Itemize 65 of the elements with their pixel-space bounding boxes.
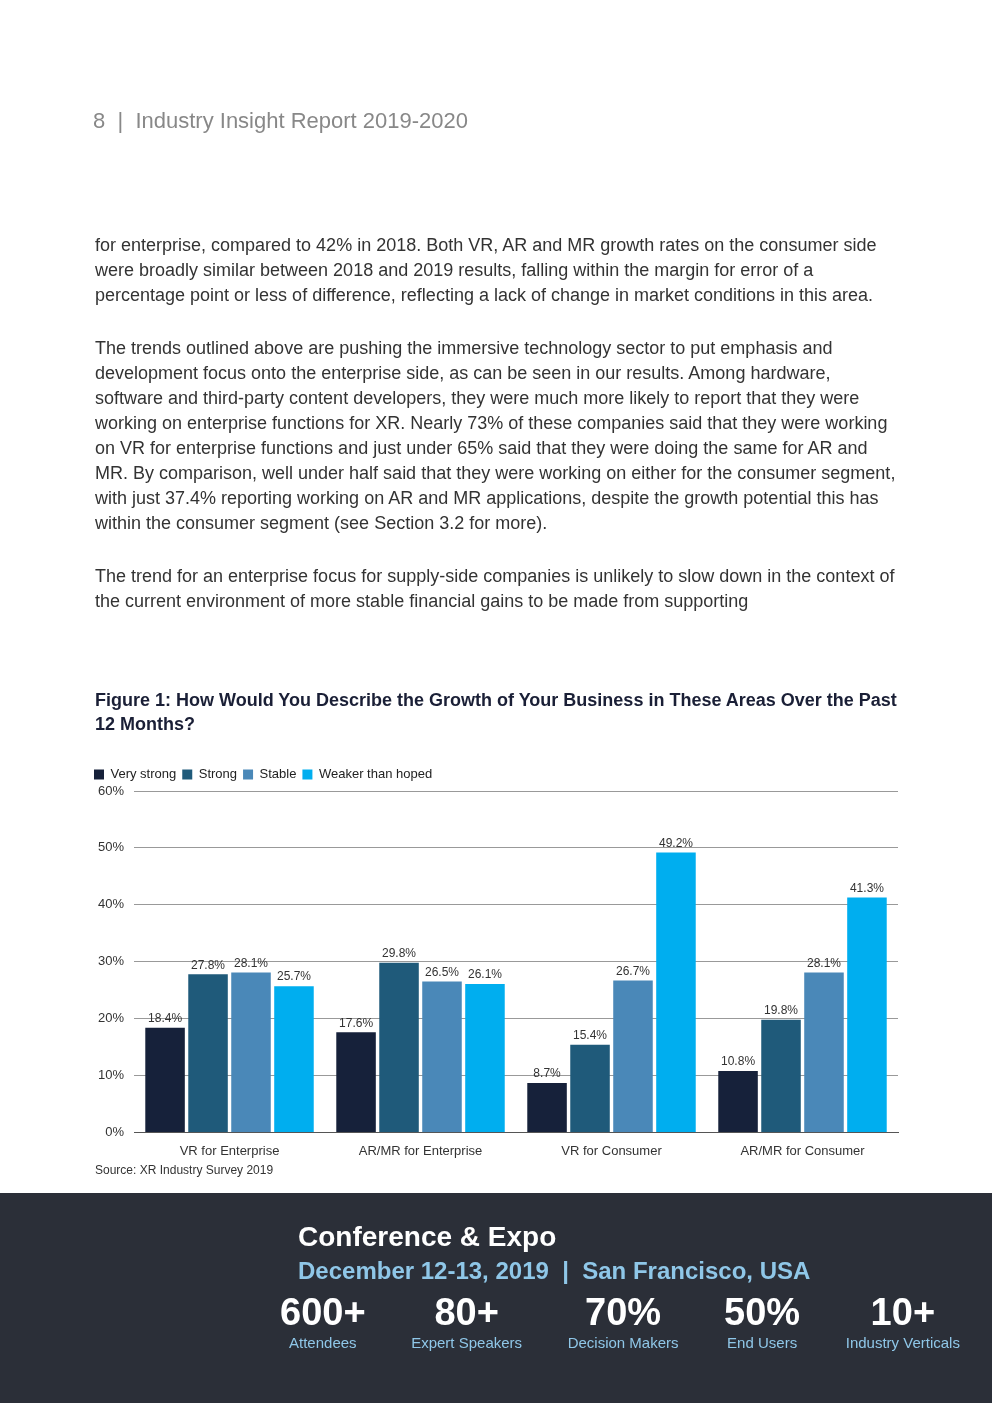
data-label: 18.4% [148,1011,183,1026]
legend-label: Weaker than hoped [318,766,433,782]
bar [274,986,314,1132]
y-tick-label: 30% [97,953,125,969]
bar [188,974,228,1132]
data-label: 49.2% [658,835,694,850]
bar [336,1032,376,1132]
data-label: 25.7% [276,969,312,984]
data-label: 17.6% [339,1015,374,1030]
text: Conference & Expo [298,1221,557,1253]
text: Decision Makers [567,1334,679,1351]
text: Expert Speakers [411,1334,523,1351]
text: The trends outlined above are pushing the immersive technology sector to put emphasis and development focus onto the enterprise side, as can be seen in our results. Among hardware, software and third-party content developers, they were much more likely to report that they were working on enterprise functions for XR. Nearly 73% of these companies said that they were working on VR for enterprise functions and just under 65% said that they were doing the same for AR and MR. By comparison, well under half said that they were working on either for the consumer segment, with just 37.4% reporting working on AR and MR applications, despite the growth potential this has within the consumer segment (see Section 3.2 for more). [95,337,897,535]
x-tick-label: AR/MR for Consumer [740,1142,866,1158]
chart-title: Figure 1: How Would You Describe the Growth of Your Business in These Areas Over the Past 12 Months? [95,689,898,736]
y-tick-label: 0% [105,1123,125,1139]
text: 50% [724,1291,801,1334]
y-tick-label: 20% [97,1010,125,1026]
bar [231,972,271,1132]
data-label: 26.5% [424,964,460,979]
text: Attendees [288,1334,358,1351]
bar [656,852,696,1132]
bar [718,1070,758,1132]
data-label: 26.1% [467,967,503,982]
data-label: 41.3% [849,880,885,895]
data-label: 19.8% [764,1003,799,1018]
data-label: 29.8% [382,946,417,961]
data-label: 10.8% [721,1054,756,1069]
legend-label: Strong [198,766,238,782]
x-tick-label: VR for Enterprise [179,1142,280,1158]
legend-label: Stable [259,766,297,782]
x-tick-label: VR for Consumer [561,1142,663,1158]
text: 600+ [280,1291,366,1334]
data-label: 28.1% [233,955,269,970]
x-tick-label: AR/MR for Enterprise [358,1142,483,1158]
bar [527,1082,567,1132]
bar [422,981,462,1132]
bar [613,980,653,1132]
legend-label: Very strong [110,766,177,782]
text: End Users [726,1334,799,1351]
y-tick-label: 60% [97,782,125,798]
text: 70% [584,1291,663,1334]
source-note: Source: XR Industry Survey 2019 [95,1163,274,1177]
bar [145,1027,185,1132]
data-label: 26.7% [615,963,651,978]
bar [379,962,419,1132]
data-label: 27.8% [191,957,226,972]
text: The trend for an enterprise focus for supply-side companies is unlikely to slow down in the context of the current environment of more stable financial gains to be made from supporting [95,565,896,613]
text: 10+ [869,1291,937,1334]
y-tick-label: 10% [97,1067,125,1083]
y-tick-label: 40% [97,896,125,912]
bar [570,1044,610,1132]
bar [804,972,844,1132]
data-label: 15.4% [573,1028,608,1043]
text: for enterprise, compared to 42% in 2018. Both VR, AR and MR growth rates on the consumer side were broadly similar between 2018 and 2019 results, falling within the margin for error of a percentage point or less of difference, reflecting a lack of change in market conditions in this area. [95,234,878,307]
data-label: 28.1% [806,955,842,970]
y-tick-label: 50% [97,839,125,855]
bar [847,897,887,1132]
text: 8 | Industry Insight Report 2019-2020 [93,108,469,134]
text: December 12-13, 2019 | San Francisco, USA [298,1257,811,1285]
bar [465,983,505,1132]
text: 80+ [433,1291,500,1334]
bar [761,1019,801,1132]
text: Industry Verticals [845,1334,960,1351]
data-label: 8.7% [533,1066,562,1081]
